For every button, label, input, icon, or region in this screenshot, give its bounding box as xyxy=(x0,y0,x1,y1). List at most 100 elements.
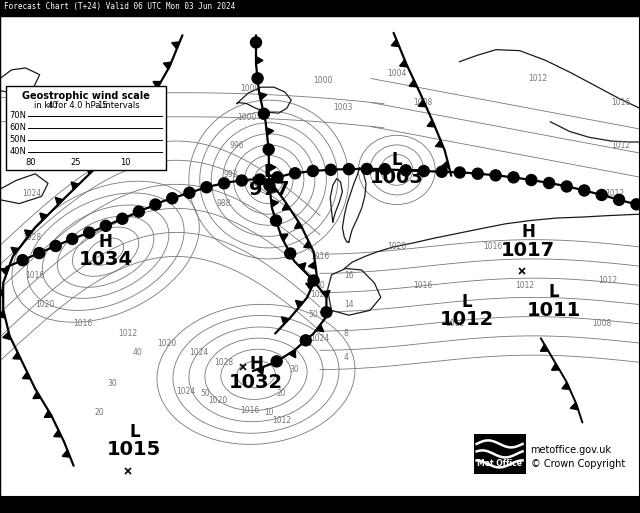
Circle shape xyxy=(472,168,483,179)
Polygon shape xyxy=(552,363,559,370)
Text: H: H xyxy=(521,223,535,241)
Circle shape xyxy=(285,248,296,259)
Text: 40: 40 xyxy=(47,101,58,110)
Polygon shape xyxy=(1,268,9,275)
Text: L: L xyxy=(392,151,402,169)
Text: L: L xyxy=(548,283,559,301)
Circle shape xyxy=(614,194,625,205)
Polygon shape xyxy=(306,283,314,290)
Polygon shape xyxy=(40,213,47,221)
Text: 1017: 1017 xyxy=(501,241,555,260)
Polygon shape xyxy=(399,60,408,67)
Circle shape xyxy=(454,167,465,178)
Polygon shape xyxy=(115,134,124,142)
Polygon shape xyxy=(294,222,303,228)
Text: 1028: 1028 xyxy=(214,358,234,367)
Text: 1012: 1012 xyxy=(272,416,291,425)
Circle shape xyxy=(300,335,311,346)
Text: 50: 50 xyxy=(200,389,210,398)
Polygon shape xyxy=(418,100,426,107)
Polygon shape xyxy=(289,350,296,358)
Text: 996: 996 xyxy=(230,142,244,150)
Polygon shape xyxy=(0,311,5,318)
Text: © Crown Copyright: © Crown Copyright xyxy=(531,459,625,469)
Text: L: L xyxy=(462,293,472,311)
Circle shape xyxy=(526,174,537,186)
Text: 1016: 1016 xyxy=(26,271,45,280)
Text: 1012: 1012 xyxy=(611,142,630,150)
Text: 16: 16 xyxy=(344,271,354,280)
Circle shape xyxy=(184,187,195,198)
Circle shape xyxy=(133,206,145,217)
Circle shape xyxy=(272,172,283,183)
Text: 50: 50 xyxy=(308,310,319,319)
Text: 1024: 1024 xyxy=(176,387,195,396)
Text: 1028: 1028 xyxy=(22,233,42,242)
Circle shape xyxy=(325,164,337,175)
Text: 1012: 1012 xyxy=(528,74,547,83)
Text: 1016: 1016 xyxy=(413,281,432,290)
Bar xyxy=(6,86,166,170)
Text: 10: 10 xyxy=(120,158,130,167)
Circle shape xyxy=(343,164,355,174)
Polygon shape xyxy=(62,450,70,457)
Circle shape xyxy=(289,168,301,179)
Polygon shape xyxy=(142,100,150,107)
Text: 977: 977 xyxy=(248,181,289,200)
Text: 60: 60 xyxy=(315,281,325,290)
Text: metoffice.gov.uk: metoffice.gov.uk xyxy=(531,445,612,455)
Text: 20: 20 xyxy=(94,408,104,417)
Circle shape xyxy=(67,233,78,245)
Polygon shape xyxy=(316,324,324,332)
Polygon shape xyxy=(540,344,548,351)
Text: 1016: 1016 xyxy=(29,98,48,107)
Polygon shape xyxy=(54,430,61,437)
Text: 1020: 1020 xyxy=(26,146,45,155)
Text: 40: 40 xyxy=(302,339,312,348)
Text: 1016: 1016 xyxy=(74,319,93,328)
Polygon shape xyxy=(24,230,33,238)
Polygon shape xyxy=(172,42,180,49)
Text: 1008: 1008 xyxy=(592,319,611,328)
Circle shape xyxy=(271,215,282,226)
Text: 1003: 1003 xyxy=(370,168,424,187)
Circle shape xyxy=(50,241,61,251)
Text: 1012: 1012 xyxy=(515,281,534,290)
Circle shape xyxy=(543,177,555,188)
Text: 1000: 1000 xyxy=(237,112,256,122)
Text: L: L xyxy=(264,163,274,181)
Text: Met Office: Met Office xyxy=(477,459,522,468)
Text: 1008: 1008 xyxy=(413,98,432,107)
Polygon shape xyxy=(271,200,278,207)
Polygon shape xyxy=(44,410,52,418)
Text: 1012: 1012 xyxy=(440,310,494,329)
Polygon shape xyxy=(435,140,444,147)
Circle shape xyxy=(380,164,390,175)
Polygon shape xyxy=(296,301,303,308)
Circle shape xyxy=(362,164,372,174)
Circle shape xyxy=(100,221,111,231)
Bar xyxy=(0,497,640,513)
Polygon shape xyxy=(391,40,399,47)
Circle shape xyxy=(264,180,275,191)
Polygon shape xyxy=(269,185,278,192)
Text: 1024: 1024 xyxy=(22,189,42,199)
Bar xyxy=(0,0,640,16)
Circle shape xyxy=(579,185,590,196)
Text: 988: 988 xyxy=(217,199,231,208)
Circle shape xyxy=(201,182,212,193)
Circle shape xyxy=(400,165,412,176)
Circle shape xyxy=(17,254,28,266)
Text: 1012: 1012 xyxy=(118,329,138,338)
Polygon shape xyxy=(129,117,137,124)
Polygon shape xyxy=(56,198,63,205)
Text: Geostrophic wind scale: Geostrophic wind scale xyxy=(22,91,150,101)
Text: 1003: 1003 xyxy=(333,103,352,112)
Text: Forecast Chart (T+24) Valid 06 UTC Mon 03 Jun 2024: Forecast Chart (T+24) Valid 06 UTC Mon 0… xyxy=(4,3,236,11)
Text: 1016: 1016 xyxy=(240,406,259,415)
Circle shape xyxy=(490,170,501,181)
Text: 8: 8 xyxy=(343,329,348,338)
Text: 4: 4 xyxy=(343,353,348,362)
Circle shape xyxy=(307,166,318,176)
Text: 1011: 1011 xyxy=(527,301,580,320)
